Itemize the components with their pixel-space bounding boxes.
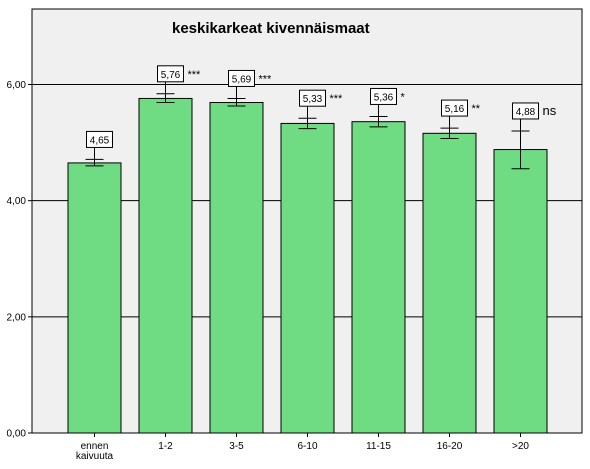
bar [67, 162, 122, 434]
significance-label: * [401, 91, 406, 103]
significance-label: ** [472, 103, 481, 115]
x-tick-label: 6-10 [297, 441, 317, 452]
data-label: 5,69 [232, 74, 252, 85]
y-tick-label: 4,00 [7, 196, 27, 207]
data-label-box [157, 65, 184, 83]
data-label: 4,88 [516, 107, 536, 118]
data-label: 5,33 [303, 94, 323, 105]
y-tick-label: 6,00 [7, 80, 27, 91]
x-tick-label: 16-20 [437, 441, 463, 452]
y-tick-label: 0,00 [7, 429, 27, 440]
data-label-box [299, 89, 326, 107]
data-label-box [228, 69, 255, 87]
bar [280, 122, 335, 434]
x-tick-label: 1-2 [158, 441, 173, 452]
bar [351, 121, 406, 434]
data-label: 5,16 [445, 104, 465, 115]
x-tick-label: kaivuuta [76, 451, 114, 462]
significance-label: *** [259, 73, 273, 85]
x-tick-label: ennen [81, 441, 109, 452]
significance-label: *** [188, 69, 202, 81]
y-tick-label: 2,00 [7, 312, 27, 323]
data-label-box [370, 87, 397, 105]
data-label-box [86, 130, 113, 148]
data-label-box [441, 99, 468, 117]
data-label: 4,65 [90, 135, 110, 146]
significance-label: *** [330, 93, 344, 105]
chart-title: keskikarkeat kivennäismaat [172, 20, 370, 37]
bar [138, 97, 193, 434]
x-tick-label: >20 [512, 441, 529, 452]
error-bars [85, 93, 530, 170]
bars [67, 97, 548, 434]
x-tick-label: 11-15 [366, 441, 391, 452]
data-labels: 4,65 5,76 *** 5,69 *** 5,33 *** 5,36 * 5,16 ** 4,88… [86, 65, 557, 160]
significance-label: ns [543, 103, 557, 118]
data-label: 5,76 [161, 70, 181, 81]
data-label: 5,36 [374, 92, 394, 103]
x-tick-label: 3-5 [229, 441, 244, 452]
bar [422, 132, 477, 434]
bar [209, 102, 264, 434]
data-label-box [512, 102, 539, 120]
bar [493, 149, 548, 434]
